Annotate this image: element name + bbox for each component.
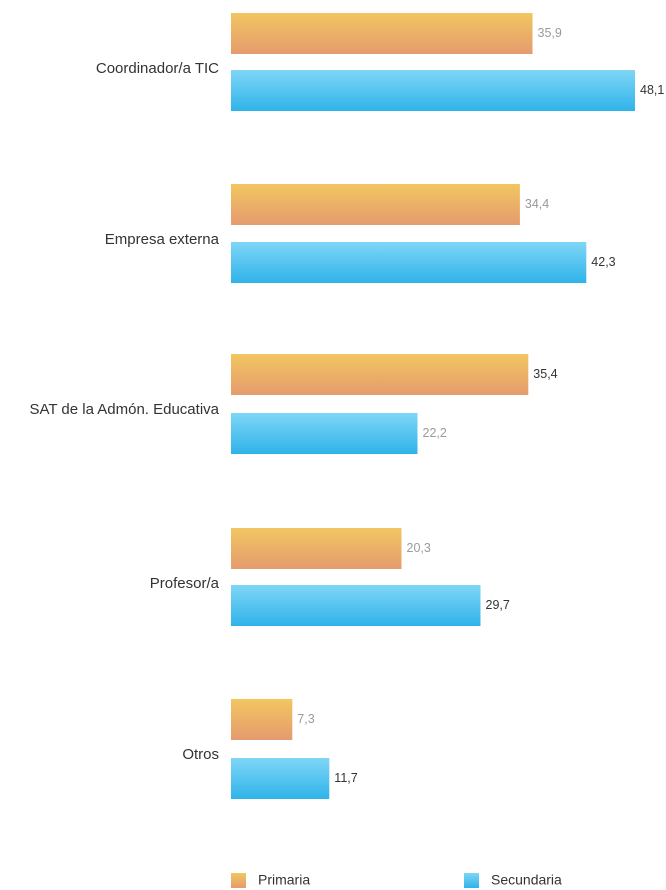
- value-label-primaria-sat-de-la-admon-educativa: 35,4: [533, 367, 557, 381]
- legend: Primaria Secundaria: [231, 872, 562, 888]
- bar-primaria-empresa-externa: [231, 184, 520, 225]
- value-label-primaria-otros: 7,3: [297, 712, 314, 726]
- bar-secundaria-sat-de-la-admon-educativa: [231, 413, 418, 454]
- value-label-secundaria-empresa-externa: 42,3: [591, 255, 615, 269]
- value-label-secundaria-profesor-a: 29,7: [486, 598, 510, 612]
- value-label-primaria-coordinador-a-tic: 35,9: [538, 26, 562, 40]
- legend-item-secundaria: Secundaria: [464, 872, 562, 888]
- legend-item-primaria: Primaria: [231, 872, 310, 888]
- category-label-otros: Otros: [182, 746, 219, 763]
- legend-label-secundaria: Secundaria: [491, 872, 562, 888]
- legend-label-primaria: Primaria: [258, 872, 310, 888]
- value-label-secundaria-coordinador-a-tic: 48,1: [640, 83, 664, 97]
- category-labels: Coordinador/a TIC Empresa externa SAT de l…: [29, 60, 219, 763]
- bar-secundaria-coordinador-a-tic: [231, 70, 635, 111]
- legend-swatch-secundaria: [464, 873, 479, 888]
- bar-primaria-coordinador-a-tic: [231, 13, 533, 54]
- category-label-profesor-a: Profesor/a: [150, 575, 220, 592]
- category-label-sat-de-la-admon-educativa: SAT de la Admón. Educativa: [29, 401, 219, 418]
- value-label-secundaria-sat-de-la-admon-educativa: 22,2: [423, 426, 447, 440]
- category-label-empresa-externa: Empresa externa: [105, 231, 220, 248]
- bar-secundaria-profesor-a: [231, 585, 481, 626]
- value-label-primaria-profesor-a: 20,3: [407, 541, 431, 555]
- legend-swatch-primaria: [231, 873, 246, 888]
- bar-primaria-otros: [231, 699, 293, 740]
- value-label-secundaria-otros: 11,7: [334, 771, 357, 785]
- category-label-coordinador-a-tic: Coordinador/a TIC: [96, 60, 219, 77]
- bars: [231, 13, 635, 799]
- value-label-primaria-empresa-externa: 34,4: [525, 197, 549, 211]
- bar-primaria-sat-de-la-admon-educativa: [231, 354, 529, 395]
- bar-secundaria-empresa-externa: [231, 242, 587, 283]
- value-labels: 35,9 34,4 35,4 20,3 7,3 48,1 42,3 22,2 29,7 11,7: [297, 26, 664, 785]
- bar-primaria-profesor-a: [231, 528, 402, 569]
- bar-secundaria-otros: [231, 758, 330, 799]
